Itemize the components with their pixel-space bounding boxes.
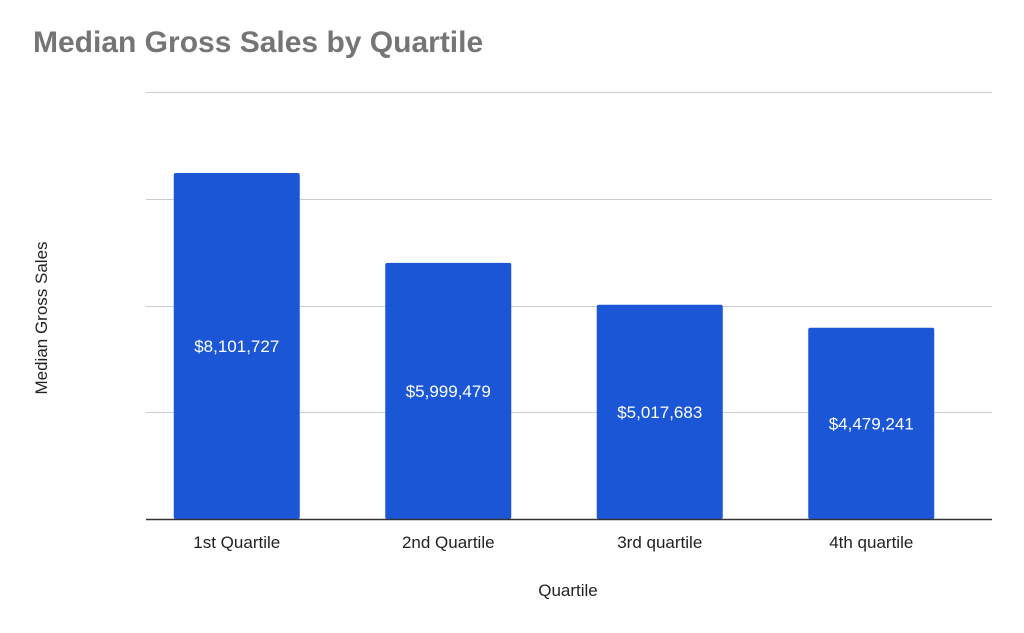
x-tick-label-3: 3rd quartile <box>617 533 702 552</box>
bar-2 <box>385 262 512 519</box>
bar-labels: $8,101,727 $5,999,479 $5,017,683 $4,479,241 <box>194 337 914 433</box>
bars <box>173 173 935 519</box>
bar-value-label-4: $4,479,241 <box>829 414 914 433</box>
bar-1 <box>173 173 300 519</box>
chart-title: Median Gross Sales by Quartile <box>33 26 484 59</box>
bar-4 <box>808 327 935 519</box>
x-axis-title: Quartile <box>538 581 598 600</box>
x-tick-label-2: 2nd Quartile <box>402 533 495 552</box>
x-tick-label-4: 4th quartile <box>829 533 913 552</box>
x-tick-labels: 1st Quartile 2nd Quartile 3rd quartile 4th … <box>193 533 913 552</box>
x-tick-label-1: 1st Quartile <box>193 533 280 552</box>
bar-value-label-3: $5,017,683 <box>617 403 702 422</box>
bar-value-label-2: $5,999,479 <box>406 382 491 401</box>
y-axis-title: Median Gross Sales <box>32 241 51 394</box>
bar-3 <box>596 304 723 519</box>
bar-value-label-1: $8,101,727 <box>194 337 279 356</box>
